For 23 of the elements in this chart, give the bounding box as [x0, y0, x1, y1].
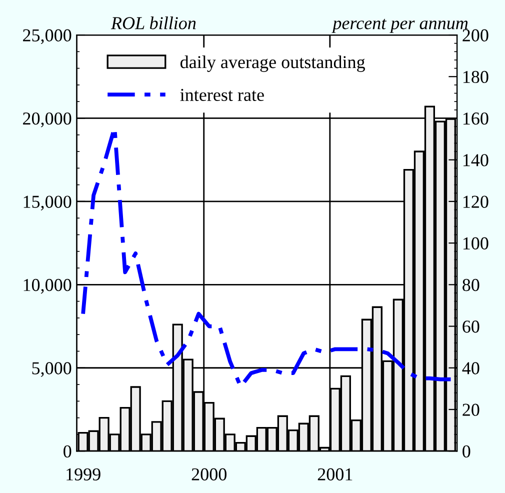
- x-tick-label: 1999: [66, 468, 100, 480]
- x-tick-label: 2000: [192, 468, 226, 480]
- y2-tick-label: 120: [463, 196, 488, 208]
- legend-label: interest rate: [180, 88, 264, 102]
- y2-tick-label: 0: [462, 445, 470, 458]
- y-axis-title: ROL billion: [110, 16, 196, 30]
- y2-tick-label: 160: [463, 112, 488, 125]
- y2-tick-label: 140: [463, 154, 488, 166]
- y2-tick-label: 40: [462, 362, 480, 374]
- y-tick-label: 25,000: [23, 29, 72, 44]
- y-tick-label: 10,000: [24, 278, 72, 294]
- y-tick-label: 5,000: [32, 362, 72, 377]
- y2-tick-label: 80: [462, 278, 480, 292]
- y2-tick-label: 100: [463, 237, 488, 250]
- y-tick-label: 20,000: [23, 112, 72, 128]
- y2-tick-label: 200: [462, 29, 488, 42]
- y-tick-label: 0: [64, 445, 72, 458]
- y2-tick-label: 180: [463, 70, 488, 84]
- legend-label: daily average outstanding: [180, 56, 365, 72]
- x-tick-label: 2001: [318, 468, 352, 480]
- y2-tick-label: 60: [462, 320, 480, 333]
- y-tick-label: 15,000: [24, 196, 72, 210]
- y2-tick-label: 20: [462, 404, 480, 416]
